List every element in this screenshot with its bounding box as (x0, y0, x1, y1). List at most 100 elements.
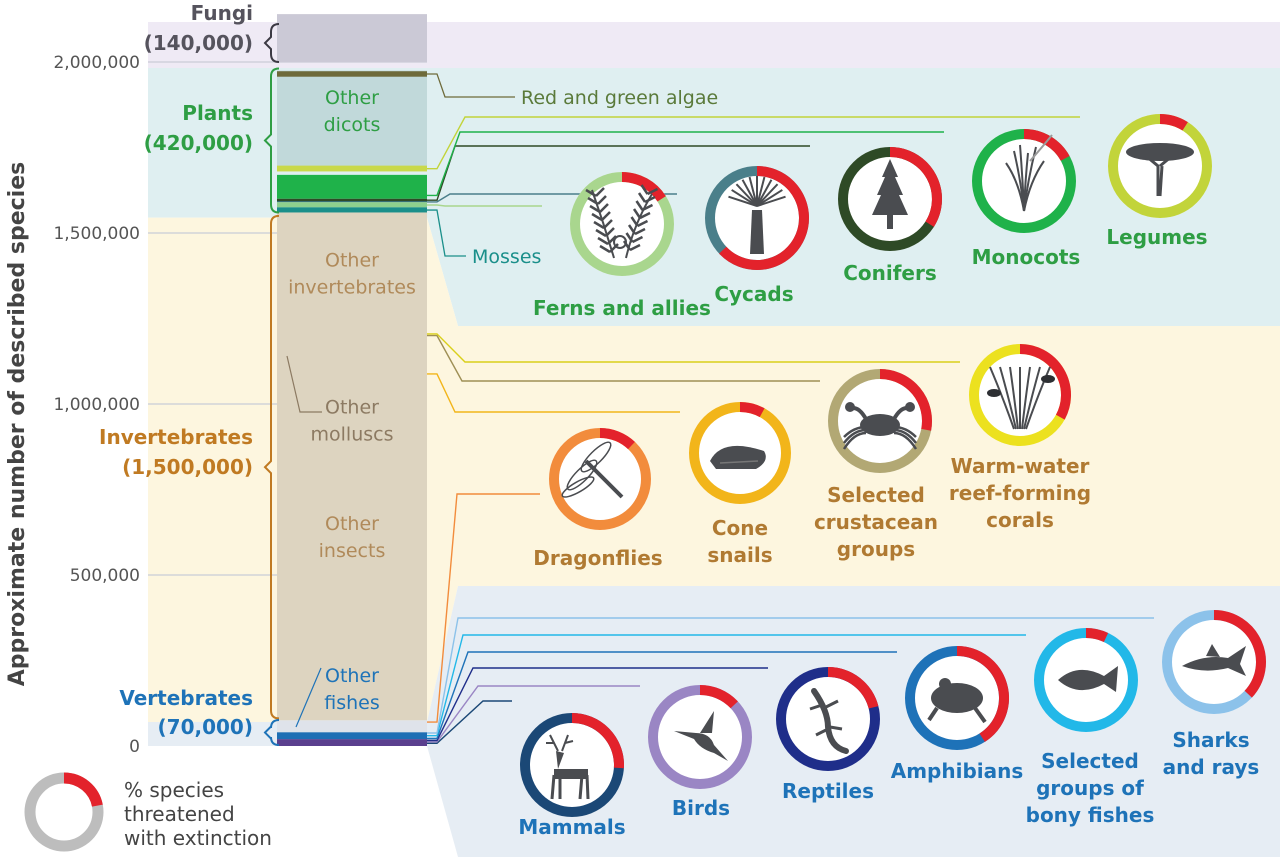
frog-eye (939, 678, 951, 690)
palm-frond (731, 189, 758, 207)
cone-stripe (719, 460, 759, 464)
fern-leaf (597, 235, 617, 246)
cone-snail-icon (710, 445, 766, 469)
fern-leaf (591, 211, 611, 222)
palm-frond (735, 183, 758, 207)
palm-frond (728, 195, 758, 207)
frog-legs (927, 706, 987, 724)
fern-icon (585, 184, 659, 259)
ring-threat (699, 685, 738, 709)
ring-threat (1213, 610, 1266, 698)
bar-label: molluscs (311, 424, 394, 446)
hummingbird-icon (674, 711, 728, 761)
ring-threat (879, 369, 932, 431)
bar-label: Other (325, 87, 379, 109)
connector-line (427, 493, 540, 723)
grass-blade (1005, 162, 1025, 212)
lizard-legs (809, 699, 843, 737)
connector-line (427, 333, 960, 363)
crab-leg (893, 428, 917, 444)
legend-threat-arc (63, 772, 103, 807)
coral-icon (987, 366, 1055, 430)
ring-palm: Cycads (705, 166, 809, 306)
coral-fish (987, 389, 1001, 397)
grass-icon (1005, 134, 1053, 212)
palm-icon (728, 176, 786, 254)
lizard-body (811, 688, 849, 754)
group-count: (70,000) (158, 715, 253, 739)
group-count: (1,500,000) (122, 455, 253, 479)
ring-threat (1019, 344, 1071, 420)
connector-lines: Red and green algae Mosses (286, 73, 1154, 744)
ring-label: Amphibians (891, 759, 1024, 783)
ring-cone-snail: Cone snails (689, 402, 791, 567)
bar-label: dicots (324, 114, 381, 136)
conifer-icon (872, 159, 908, 229)
crab-body (860, 414, 900, 436)
ring-label: and rays (1163, 755, 1260, 779)
ring-bg (549, 428, 651, 530)
bar-segment-other-dicots (277, 70, 427, 167)
y-tick-label: 1,500,000 (53, 224, 140, 244)
ring-threat (889, 147, 942, 227)
crab-icon (842, 402, 918, 450)
coral-branch (1025, 366, 1051, 430)
dragonfly-icon (561, 441, 624, 499)
bar-segment-legumes (277, 165, 427, 172)
bar-label: Other (325, 513, 379, 535)
crab-pincer (905, 402, 915, 412)
bar-segment-mosses (277, 207, 427, 213)
ring-label: crustacean (814, 510, 938, 534)
ring-threat (719, 166, 809, 270)
crab-pincer (845, 402, 855, 412)
fish-icon (1058, 666, 1118, 692)
coral-fish (1041, 375, 1055, 383)
deer-icon (546, 734, 590, 800)
legend-text: with extinction (124, 826, 272, 850)
palm-frond (741, 179, 758, 207)
grass-blade (1023, 160, 1045, 212)
y-axis-title: Approximate number of described species (5, 162, 30, 687)
group-labels: Fungi (140,000) Plants (420,000) Invertebrat… (99, 1, 280, 746)
coral-branch (989, 366, 1015, 430)
ring-label: Birds (672, 796, 730, 820)
bar-segment-ferns (277, 202, 427, 208)
deer-head (556, 751, 564, 769)
fern-fiddlehead (613, 235, 627, 249)
coral-branch (1023, 366, 1041, 430)
ring-label: snails (707, 543, 772, 567)
legend-text: % species (124, 778, 224, 802)
tree-icon (1126, 143, 1194, 197)
shark-icon (1182, 644, 1246, 676)
brace-fungi (263, 23, 280, 63)
fern-leaf (630, 216, 649, 228)
ring-label: Sharks (1172, 728, 1249, 752)
palm-frond (756, 183, 779, 207)
tree-trunk (1145, 154, 1173, 197)
connector-line (427, 373, 680, 413)
connector-line (427, 116, 1080, 170)
connector-line (427, 685, 640, 743)
ring-hummingbird: Birds (648, 685, 752, 820)
shark-body (1182, 646, 1246, 676)
palm-frond (756, 179, 773, 207)
fern-leaf (587, 195, 607, 206)
ring-label: Reptiles (782, 779, 874, 803)
ring-dragonfly: Dragonflies (533, 428, 663, 570)
y-tick-label: 1,000,000 (53, 395, 140, 415)
conifer-shape (872, 159, 908, 229)
ring-label: Ferns and allies (533, 296, 711, 320)
crab-leg (842, 431, 867, 450)
bar-segment-monocots (277, 174, 427, 199)
y-tick-label: 0 (129, 737, 140, 757)
ring-crab: Selected crustacean groups (814, 369, 938, 561)
coral-branch (1021, 366, 1031, 430)
bird-body (674, 731, 728, 761)
fern-leaf (635, 200, 654, 212)
group-name: Plants (182, 101, 253, 125)
palm-frond (756, 195, 786, 207)
ring-label: Selected (827, 483, 925, 507)
bar-label: invertebrates (288, 277, 416, 299)
group-name: Fungi (191, 1, 253, 25)
connector-line (427, 700, 512, 744)
